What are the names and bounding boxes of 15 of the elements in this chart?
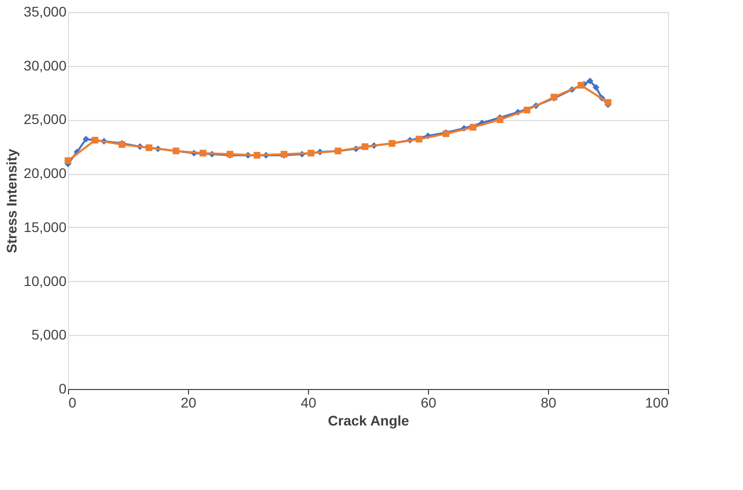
y-tick-label: 20,000 [24,165,67,182]
y-tick-label: 0 [58,380,67,396]
y-tick-label: 35,000 [24,4,67,20]
y-axis-title: Stress Intensity [4,148,20,254]
x-tick-label: 100 [645,394,669,410]
y-tick-label: 5,000 [31,326,67,343]
y-tick-label: 25,000 [24,111,67,128]
y-tick-label: 15,000 [24,218,67,235]
x-tick-label: 60 [420,394,436,410]
x-tick-label: 80 [540,394,556,410]
y-tick-label: 10,000 [24,272,67,289]
x-tick-label: 20 [180,394,196,410]
y-tick-label: 30,000 [24,57,67,74]
x-tick-label: 40 [300,394,316,410]
x-axis-title: Crack Angle [328,412,410,428]
